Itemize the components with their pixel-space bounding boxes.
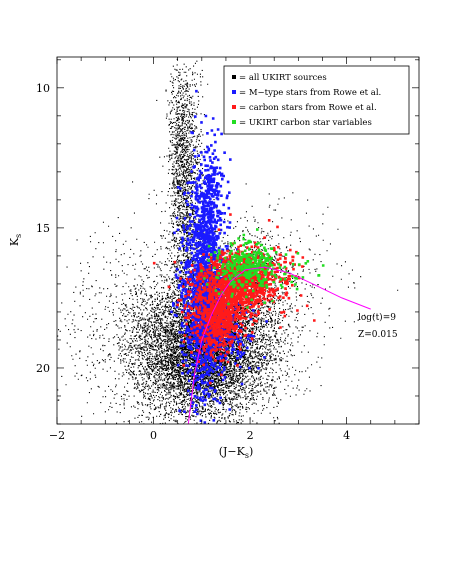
series-3-points [200, 228, 325, 309]
isochrone-layer [187, 266, 371, 424]
y-axis-title: Ks [8, 234, 23, 246]
legend: = all UKIRT sources = M−type stars from R… [223, 65, 410, 135]
x-tick-label: −2 [49, 429, 65, 442]
data-points-layer [57, 58, 399, 424]
legend-label-1: = M−type stars from Rowe et al. [239, 88, 381, 98]
x-tick-label: 0 [150, 429, 157, 442]
legend-marker-3 [232, 120, 236, 124]
y-tick-label: 20 [36, 362, 50, 375]
legend-marker-0 [232, 75, 236, 79]
x-axis-title: (J−Ks) [219, 445, 254, 460]
axis-ticks: −2 0 2 4 10 15 20 [36, 57, 420, 442]
isochrone-line [187, 266, 371, 424]
isochrone-metallicity-label: Z=0.015 [358, 330, 398, 340]
x-tick-label: 4 [343, 429, 350, 442]
legend-marker-1 [232, 90, 236, 94]
legend-label-3: = UKIRT carbon star variables [239, 118, 372, 128]
y-tick-label: 10 [36, 82, 50, 95]
legend-label-2: = carbon stars from Rowe et al. [239, 103, 377, 113]
legend-box [223, 65, 410, 135]
legend-marker-2 [232, 105, 236, 109]
y-tick-label: 15 [36, 222, 50, 235]
legend-label-0: = all UKIRT sources [239, 73, 327, 83]
x-tick-label: 2 [247, 429, 254, 442]
plot-frame [56, 56, 420, 425]
isochrone-age-label: log(t)=9 [358, 312, 396, 323]
series-2-points [152, 213, 316, 385]
series-0-points [57, 58, 399, 424]
